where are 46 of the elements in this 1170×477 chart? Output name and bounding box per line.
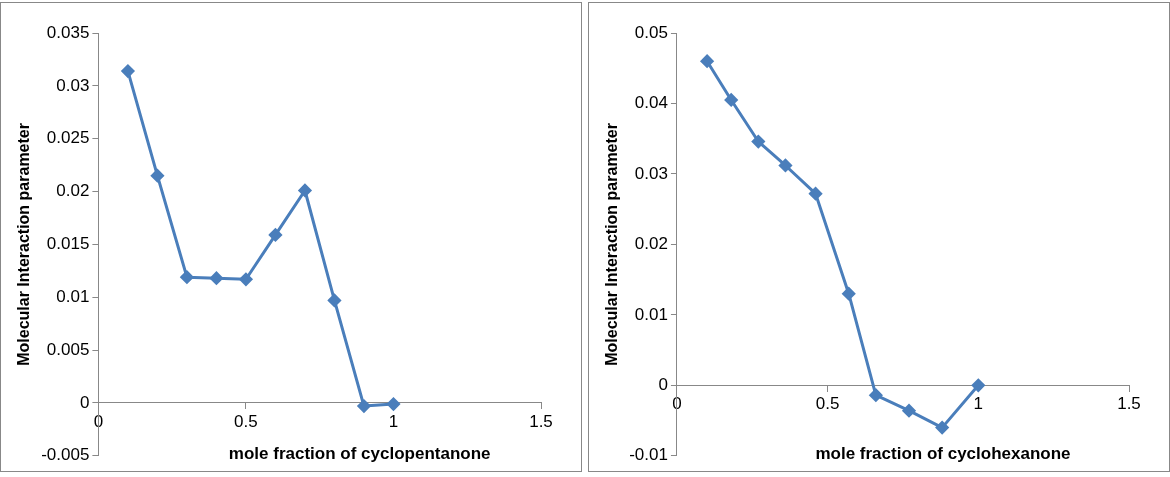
x-tick-label: 0.5 <box>815 394 840 414</box>
y-tick-label: 0.05 <box>634 22 668 42</box>
x-tick-label: 1.5 <box>529 411 553 431</box>
point <box>327 293 341 307</box>
y-tick-label: 0.04 <box>634 93 668 113</box>
x-tick-label: 1.5 <box>1117 394 1141 414</box>
point <box>121 64 135 78</box>
y-tick-label: 0.03 <box>56 75 90 95</box>
point <box>298 183 312 197</box>
point <box>902 404 916 418</box>
point <box>180 270 194 284</box>
point <box>268 228 282 242</box>
x-tick-label: 1 <box>388 411 399 431</box>
point <box>239 272 253 286</box>
y-tick-label: 0.005 <box>46 339 90 359</box>
point <box>724 93 738 107</box>
y-tick-label: 0.01 <box>56 286 90 306</box>
x-tick-label: 1 <box>973 394 984 414</box>
point <box>386 397 400 411</box>
y-tick-label: 0.015 <box>46 234 90 254</box>
point <box>778 158 792 172</box>
y-tick-label: 0 <box>658 375 668 395</box>
x-axis-title: mole fraction of cyclopentanone <box>228 444 491 464</box>
point <box>357 399 371 413</box>
point <box>869 388 883 402</box>
y-tick-label: 0.02 <box>634 234 668 254</box>
point <box>150 169 164 183</box>
x-tick-label: 0.5 <box>234 411 258 431</box>
point <box>751 135 765 149</box>
y-tick-label: 0.01 <box>634 304 668 324</box>
point <box>809 187 823 201</box>
x-axis-title: mole fraction of cyclohexanone <box>815 444 1071 464</box>
y-tick-label: -0.005 <box>41 445 90 465</box>
point <box>971 378 985 392</box>
y-tick-label: -0.01 <box>629 445 668 465</box>
y-tick-label: 0.025 <box>46 128 90 148</box>
y-tick-label: 0.035 <box>46 22 90 42</box>
y-axis-title: Molecular Interaction parameter <box>15 123 33 366</box>
point <box>842 287 856 301</box>
y-tick-label: 0.02 <box>56 181 90 201</box>
point <box>935 421 949 435</box>
point <box>700 54 714 68</box>
y-tick-label: 0.03 <box>634 163 668 183</box>
point <box>209 271 223 285</box>
x-tick-label: 0 <box>672 394 682 414</box>
y-axis-title: Molecular Interaction parameter <box>603 123 621 366</box>
